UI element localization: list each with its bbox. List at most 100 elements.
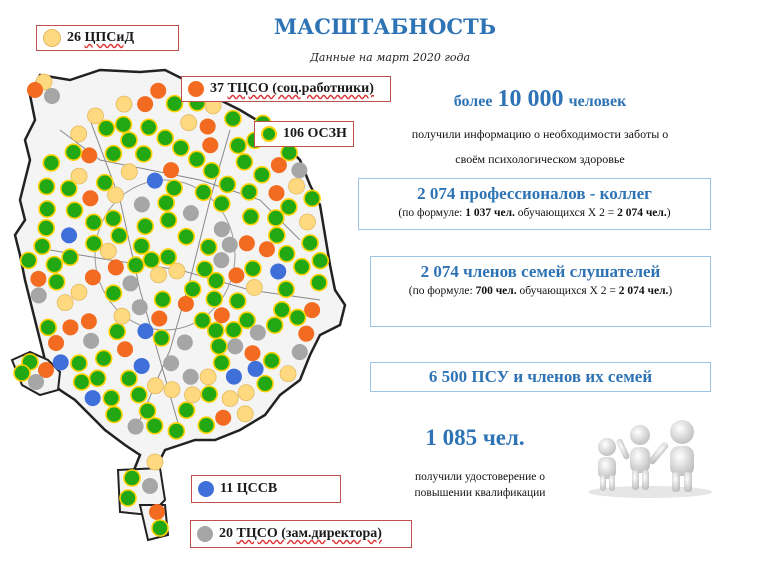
map-marker [157, 193, 175, 212]
map-marker [202, 137, 219, 154]
map-marker [150, 82, 167, 99]
map-marker [133, 357, 150, 374]
psu-box: 6 500 ПСУ и членов их семей [370, 362, 711, 392]
map-marker [133, 196, 150, 213]
map-marker [137, 96, 154, 113]
map-marker [97, 119, 116, 138]
map-marker [37, 177, 56, 196]
map-marker [180, 114, 198, 132]
map-marker [207, 271, 225, 290]
map-marker [183, 280, 202, 299]
map-marker [238, 235, 255, 252]
map-marker [168, 262, 186, 280]
map-marker [136, 217, 155, 236]
map-marker [120, 163, 138, 181]
map-marker [202, 161, 221, 180]
map-marker [56, 294, 74, 312]
colleagues-heading: 2 074 профессионалов - коллег [417, 184, 652, 203]
map-marker [140, 118, 158, 137]
map-marker [247, 360, 264, 377]
map-marker [70, 354, 88, 372]
map-marker [288, 308, 307, 327]
map-marker [13, 364, 31, 382]
map-marker [298, 325, 315, 342]
map-marker [70, 167, 88, 185]
map-marker [277, 280, 295, 299]
reach-heading: более 10 000 человек [380, 86, 700, 113]
reach-number: 10 000 [497, 86, 564, 112]
legend-ccsv-count: 11 [220, 481, 234, 496]
map-marker [60, 179, 78, 198]
map-marker [177, 227, 196, 246]
map-marker [224, 321, 243, 339]
map-marker [82, 190, 99, 207]
map-marker [277, 244, 296, 263]
page-title: МАСШТАБНОСТЬ [273, 14, 497, 39]
map-marker [110, 226, 128, 245]
reach-line1: получили информацию о необходимости забо… [411, 127, 669, 141]
map-marker [262, 351, 281, 370]
map-marker [265, 316, 284, 334]
map-marker [38, 362, 54, 378]
map-marker [130, 385, 148, 404]
map-marker [163, 355, 180, 372]
map-marker [193, 311, 212, 330]
legend-ccsv: 11 ЦССВ [191, 475, 341, 503]
map-marker [84, 390, 101, 407]
map-marker [48, 334, 65, 351]
map-marker [238, 311, 256, 330]
map-marker [270, 263, 287, 280]
map-marker [184, 386, 201, 404]
map-marker [62, 319, 79, 336]
map-marker [70, 283, 88, 301]
map-marker [288, 177, 305, 195]
map-marker [244, 259, 262, 278]
blue-dot-icon [198, 481, 214, 497]
orange-dot-icon [188, 81, 204, 97]
map-marker [304, 302, 321, 319]
map-marker [153, 290, 172, 309]
map-marker [156, 129, 175, 147]
map-marker [152, 329, 171, 347]
map-marker [151, 519, 169, 537]
map-marker [87, 107, 104, 125]
map-marker [102, 389, 121, 407]
map-marker [205, 290, 224, 308]
legend-oszn: 106 ОСЗН [254, 121, 354, 147]
map-marker [107, 186, 124, 204]
map-marker [83, 332, 100, 349]
legend-tcso-soc-label: ТЦСО (соц.работники) [227, 81, 374, 96]
map-marker [104, 144, 123, 163]
map-marker [194, 183, 213, 202]
map-marker [177, 295, 194, 312]
map-marker [39, 318, 57, 337]
legend-oszn-count: 106 [283, 126, 304, 141]
map-marker [138, 402, 157, 420]
map-marker [237, 384, 255, 402]
map-marker [142, 251, 161, 269]
map-marker [52, 354, 69, 371]
map-marker [210, 337, 228, 356]
map-marker [85, 234, 103, 253]
map-marker [228, 292, 247, 310]
map-marker [123, 469, 141, 487]
map-marker [212, 194, 231, 213]
family-formula: (по формуле: 700 чел. обучающихся Х 2 = … [408, 285, 673, 297]
map-marker [33, 237, 51, 256]
gray-dot-icon [197, 526, 213, 542]
map-marker [120, 369, 138, 388]
map-marker [70, 125, 88, 143]
map-marker [249, 324, 266, 341]
legend-tcso-dir: 20 ТЦСО (зам.директора) [190, 520, 412, 548]
map-marker [266, 209, 285, 227]
legend-ccsv-label: ЦССВ [236, 481, 278, 496]
map-marker [228, 267, 245, 284]
map-marker [268, 226, 286, 245]
map-marker [235, 153, 254, 171]
map-marker [291, 344, 308, 361]
map-marker [151, 310, 168, 327]
map-marker [65, 201, 84, 220]
map-marker [215, 409, 232, 426]
map-marker [293, 257, 311, 276]
map-marker [197, 416, 216, 435]
